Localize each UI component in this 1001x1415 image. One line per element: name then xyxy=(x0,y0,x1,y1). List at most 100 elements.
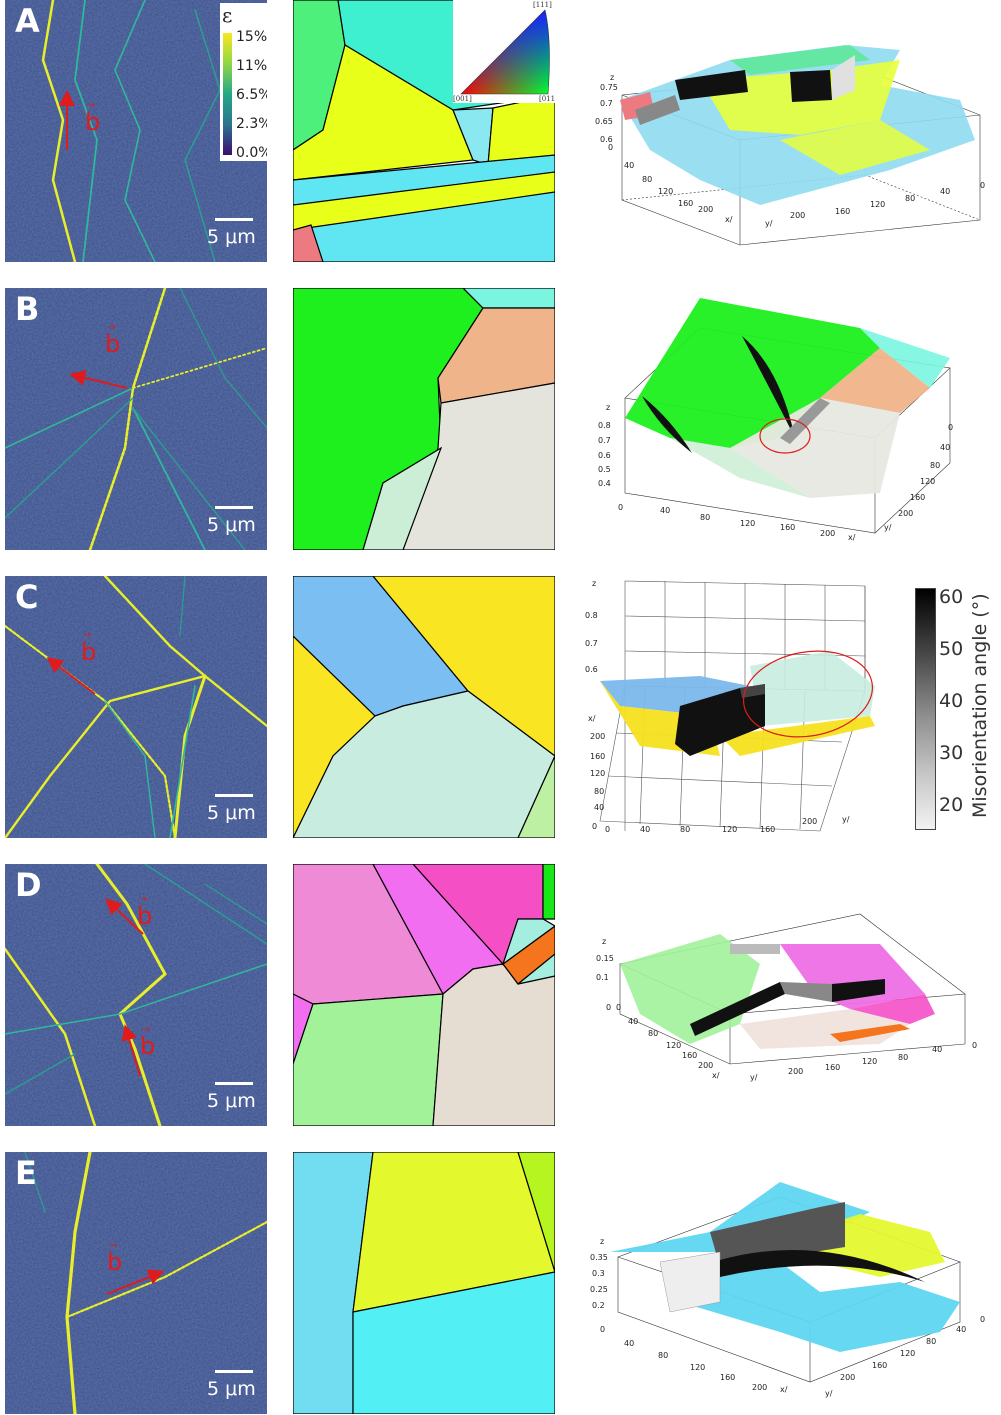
vector-arrow-icon: → xyxy=(87,100,96,111)
x-tick: 80 xyxy=(658,1351,668,1360)
axis-label-z: z xyxy=(610,73,614,82)
misorientation-colorbar: 60 50 40 30 20 Misorientation angle (°) xyxy=(905,582,1001,834)
z-tick: 0.25 xyxy=(590,1285,608,1294)
z-tick: 0.6 xyxy=(598,451,611,460)
axis-label-z: z xyxy=(602,937,606,946)
y-tick: 40 xyxy=(594,803,604,812)
burgers-vector-label: → b xyxy=(137,894,153,930)
axis-label-x: x/ xyxy=(725,215,733,224)
strain-colorbar: ε 15% 11% 6.5% 2.3% 0.0% xyxy=(220,3,267,161)
scale-bar: 5 μm xyxy=(207,212,259,252)
y-tick: 200 xyxy=(790,211,805,220)
x-tick: 160 xyxy=(760,825,775,834)
vector-arrow-icon: → xyxy=(142,1024,151,1035)
strain-tick: 6.5% xyxy=(236,87,267,103)
y-tick: 40 xyxy=(956,1325,966,1334)
ipf-label-top: [111] xyxy=(533,1,552,9)
scale-bar: 5 μm xyxy=(207,788,259,828)
vector-arrow-icon: → xyxy=(107,322,116,333)
grain-surface xyxy=(830,1024,910,1042)
z-tick: 0 xyxy=(606,1003,611,1012)
axis-label-x: x/ xyxy=(588,714,596,723)
z-tick: 0.6 xyxy=(585,665,598,674)
x-tick: 200 xyxy=(820,529,835,538)
x-tick: 0 xyxy=(608,143,613,152)
strain-map-a: A →b 5 μm ε 15% 11% 6.5% 2.3% 0.0% xyxy=(5,0,267,262)
panel-label: E xyxy=(15,1154,37,1192)
burgers-vector-label: → b xyxy=(107,1240,123,1276)
z-tick: 0.8 xyxy=(598,421,611,430)
ipf-label-right: [011] xyxy=(539,95,555,103)
grain xyxy=(362,446,443,550)
grain-surface xyxy=(730,45,870,75)
y-tick: 120 xyxy=(590,769,605,778)
strain-map-c: C → b 5 μm xyxy=(5,576,267,838)
y-tick: 40 xyxy=(932,1045,942,1054)
grain-surface xyxy=(625,298,880,448)
x-tick: 80 xyxy=(700,513,710,522)
grain-surface xyxy=(750,651,875,726)
misorientation-tick: 30 xyxy=(939,742,964,764)
orientation-map-d xyxy=(293,864,555,1126)
y-tick: 80 xyxy=(926,1337,936,1346)
axis-label-x: x/ xyxy=(712,1071,720,1080)
ipf-triangle-legend: [111] [001] [011] xyxy=(453,0,555,103)
y-tick: 160 xyxy=(590,752,605,761)
grain-surface xyxy=(850,994,935,1024)
misorientation-tick: 50 xyxy=(939,638,964,660)
strain-symbol: ε xyxy=(222,3,233,27)
z-tick: 0.8 xyxy=(585,611,598,620)
grain xyxy=(352,1152,555,1313)
z-tick: 0.7 xyxy=(598,436,611,445)
z-tick: 0.2 xyxy=(592,1301,605,1310)
z-tick: 0.15 xyxy=(596,954,614,963)
y-tick: 120 xyxy=(870,200,885,209)
z-tick: 0.6 xyxy=(600,135,613,144)
axis-label-y: y/ xyxy=(825,1389,833,1398)
grain xyxy=(432,963,555,1126)
y-tick: 160 xyxy=(872,1361,887,1370)
x-tick: 200 xyxy=(698,1061,713,1070)
x-tick: 120 xyxy=(658,187,673,196)
grain xyxy=(293,993,444,1126)
axis-label-z: z xyxy=(592,579,596,588)
y-tick: 0 xyxy=(592,822,597,831)
misorientation-tick: 20 xyxy=(939,794,964,816)
grain xyxy=(517,953,555,985)
axis-label-y: y/ xyxy=(750,1073,758,1082)
3d-surface-d: z 0.15 0.1 0 0 40 80 120 160 200 x/ y/ 2… xyxy=(580,864,995,1126)
grain-boundary xyxy=(730,944,780,954)
x-tick: 40 xyxy=(628,1017,638,1026)
z-tick: 0.3 xyxy=(592,1269,605,1278)
z-tick: 0.5 xyxy=(598,465,611,474)
panel-row-a: A →b 5 μm ε 15% 11% 6.5% 2.3% 0.0% xyxy=(0,0,1001,262)
scale-bar: 5 μm xyxy=(207,500,259,540)
grain-surface xyxy=(760,1214,945,1277)
y-tick: 160 xyxy=(910,493,925,502)
strain-tick: 15% xyxy=(236,29,267,45)
highlight-circle xyxy=(742,650,874,738)
grain-boundary xyxy=(780,398,830,444)
y-tick: 0 xyxy=(980,181,985,190)
strain-tick: 0.0% xyxy=(236,145,267,161)
grain xyxy=(501,918,555,966)
y-tick: 0 xyxy=(972,1041,977,1050)
scale-bar: 5 μm xyxy=(207,1364,259,1404)
y-tick: 80 xyxy=(930,461,940,470)
panel-label: B xyxy=(15,290,40,328)
3d-surface-b: z 0.8 0.7 0.6 0.5 0.4 0 40 80 120 160 20… xyxy=(580,288,995,550)
axis-label-y: y/ xyxy=(842,815,850,824)
grain-boundary xyxy=(675,684,765,756)
3d-surface-e: z 0.35 0.3 0.25 0.2 0 40 80 120 160 200 … xyxy=(580,1152,995,1414)
grain-boundary xyxy=(635,95,680,125)
vector-arrow-icon: → xyxy=(83,630,92,641)
strain-map-d: D → b → b 5 μm xyxy=(5,864,267,1126)
axis-ticks: z 0.15 0.1 0 0 40 80 120 160 200 x/ y/ 2… xyxy=(596,937,977,1082)
panel-row-e: E → b 5 μm z xyxy=(0,1152,1001,1414)
y-tick: 200 xyxy=(590,732,605,741)
z-tick: 0.7 xyxy=(585,639,598,648)
panel-label: D xyxy=(15,866,42,904)
grain-boundary xyxy=(780,982,832,1002)
grain-surface xyxy=(780,120,930,175)
grain-boundary xyxy=(720,1249,925,1282)
